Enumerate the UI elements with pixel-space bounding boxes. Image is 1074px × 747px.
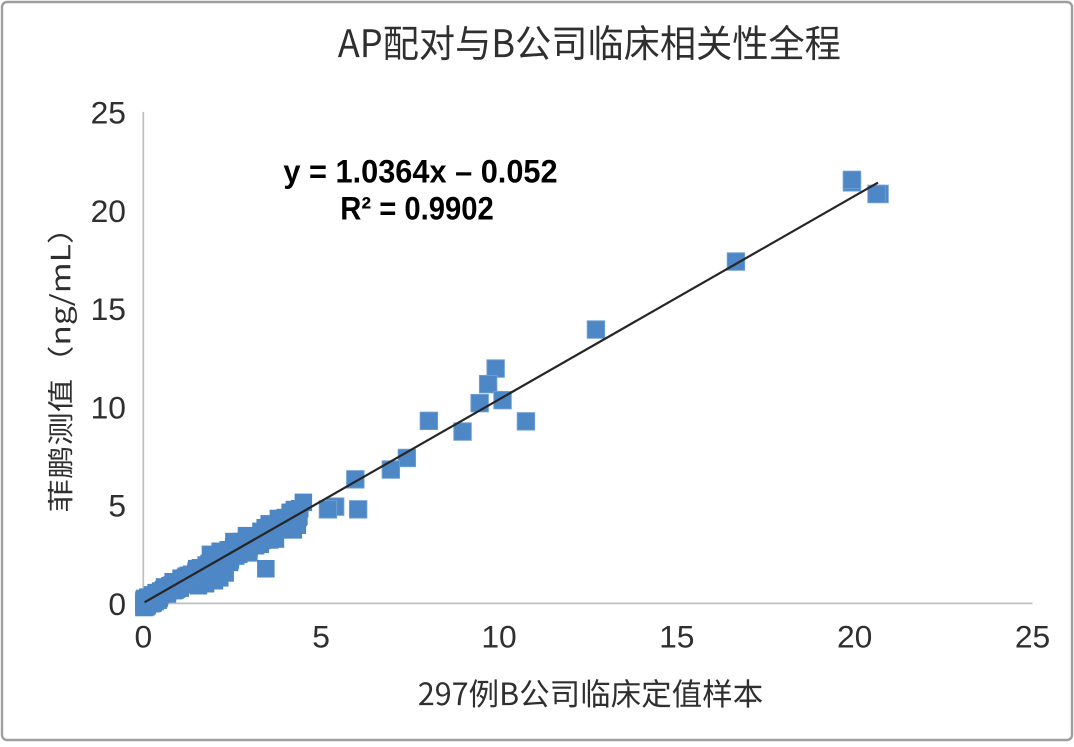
- svg-text:0: 0: [108, 586, 126, 622]
- svg-text:10: 10: [91, 389, 126, 425]
- svg-text:20: 20: [837, 619, 872, 655]
- svg-text:5: 5: [312, 619, 330, 655]
- svg-text:y = 1.0364x – 0.052: y = 1.0364x – 0.052: [283, 152, 557, 189]
- svg-text:5: 5: [108, 488, 126, 524]
- svg-text:15: 15: [91, 291, 126, 327]
- svg-text:10: 10: [481, 619, 516, 655]
- svg-text:25: 25: [1015, 619, 1050, 655]
- svg-text:0: 0: [134, 619, 152, 655]
- svg-text:20: 20: [91, 193, 126, 229]
- svg-text:15: 15: [659, 619, 694, 655]
- svg-text:25: 25: [91, 95, 126, 131]
- svg-text:R² = 0.9902: R² = 0.9902: [340, 190, 494, 227]
